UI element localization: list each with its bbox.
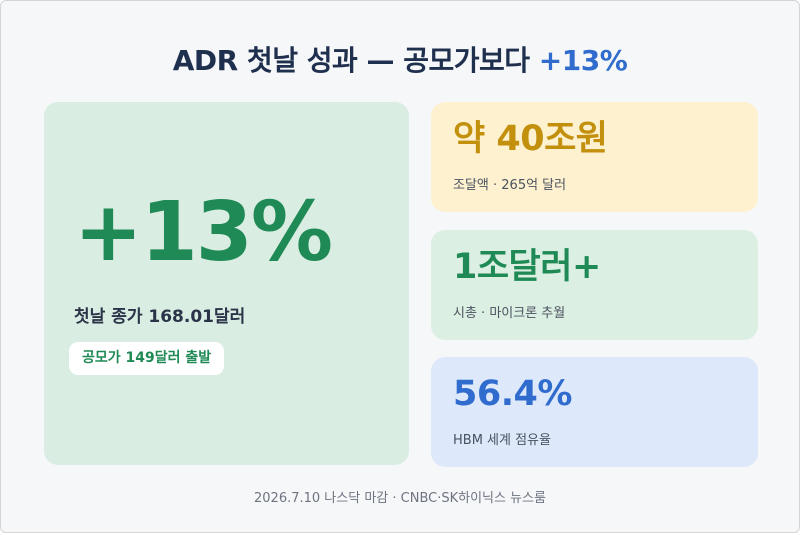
hbm-share-value: 56.4% <box>453 374 572 414</box>
ipo-price-badge: 공모가 149달러 출발 <box>69 342 225 375</box>
hbm-share-label: HBM 세계 점유율 <box>453 433 551 448</box>
title-accent-text: +13% <box>538 44 628 77</box>
closing-price-text: 첫날 종가 168.01달러 <box>74 307 246 327</box>
funding-label: 조달액 · 265억 달러 <box>453 178 567 193</box>
stat-card-market-cap: 1조달러+ 시총 · 마이크론 추월 <box>431 230 758 340</box>
stat-card-funding: 약 40조원 조달액 · 265억 달러 <box>431 102 758 212</box>
market-cap-label: 시총 · 마이크론 추월 <box>453 306 566 321</box>
funding-value: 약 40조원 <box>453 119 608 159</box>
source-footer: 2026.7.10 나스닥 마감 · CNBC·SK하이닉스 뉴스룸 <box>254 491 546 506</box>
first-day-return-card: +13% 첫날 종가 168.01달러 공모가 149달러 출발 <box>44 102 409 465</box>
stat-card-hbm-share: 56.4% HBM 세계 점유율 <box>431 357 758 467</box>
market-cap-value: 1조달러+ <box>453 247 601 287</box>
title-main-text: ADR 첫날 성과 — 공모가보다 <box>172 44 539 77</box>
page-title: ADR 첫날 성과 — 공모가보다 +13% <box>1 39 799 79</box>
first-day-return-value: +13% <box>74 185 333 280</box>
